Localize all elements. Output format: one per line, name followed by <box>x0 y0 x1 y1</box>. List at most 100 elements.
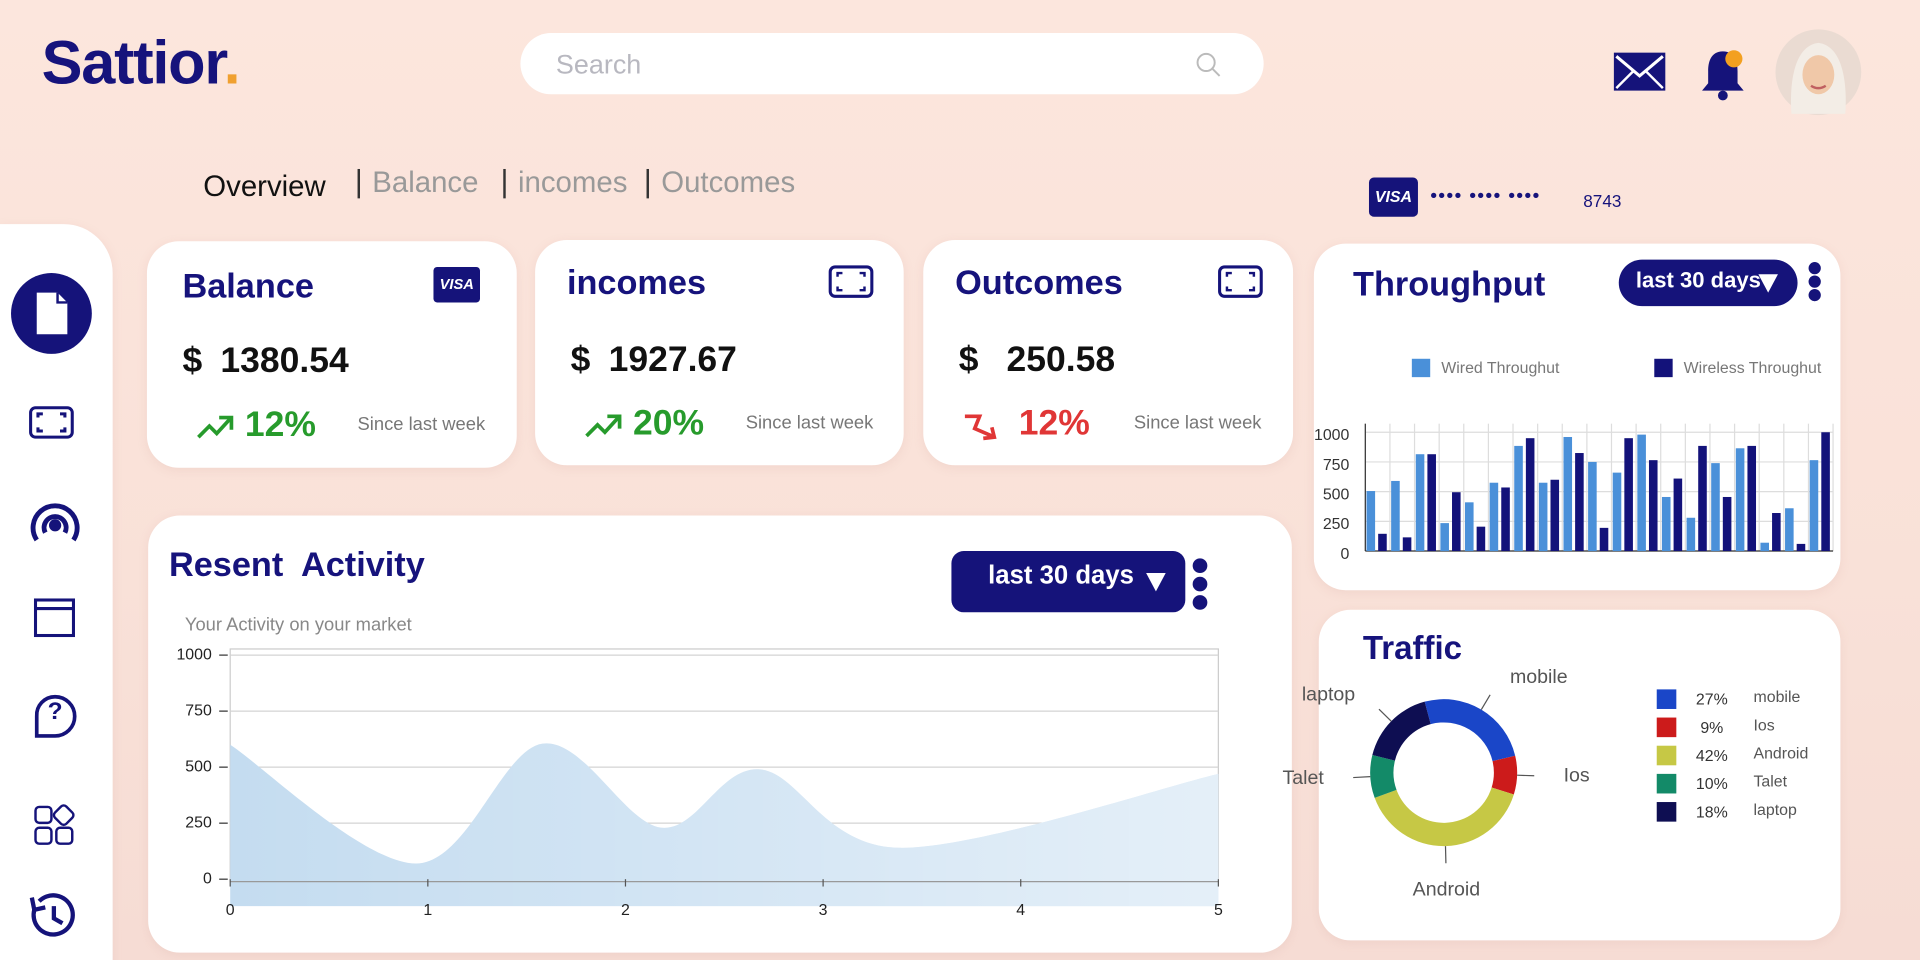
legend-swatch <box>1656 717 1677 738</box>
bar <box>1563 436 1573 552</box>
expand-icon[interactable] <box>828 264 875 298</box>
avatar[interactable] <box>1774 28 1862 116</box>
slice-label: mobile <box>1510 666 1568 688</box>
nav-cards[interactable] <box>29 406 74 439</box>
donut-segment <box>1374 787 1514 847</box>
menu-dot[interactable] <box>1192 595 1208 610</box>
card-last4: 8743 <box>1583 191 1622 211</box>
legend-value: 42% <box>1696 748 1728 765</box>
menu-dot[interactable] <box>1808 288 1821 302</box>
x-tick-label: 3 <box>819 902 828 919</box>
y-tick-label: 750 <box>185 702 212 719</box>
bar <box>1476 526 1486 552</box>
x-tick-label: 2 <box>621 902 630 919</box>
trend-up-icon <box>585 414 622 438</box>
mail-icon[interactable] <box>1611 49 1667 96</box>
menu-dot[interactable] <box>1808 262 1821 275</box>
visa-badge: VISA <box>1368 177 1418 217</box>
bar <box>1624 438 1633 552</box>
area-sheen <box>230 743 1219 907</box>
x-tick-label: 4 <box>1016 902 1025 919</box>
y-tick-label: 250 <box>185 814 212 831</box>
brand-dot: . <box>223 28 241 97</box>
bar <box>1648 460 1658 552</box>
y-tick-label: 0 <box>203 870 212 887</box>
bar <box>1501 487 1510 552</box>
chart-subtitle: Your Activity on your market <box>185 614 412 635</box>
bar <box>1661 496 1671 552</box>
stat-card: Outcomes $250.58 12% Since last week <box>923 240 1294 466</box>
donut-segment <box>1424 699 1516 762</box>
stat-note: Since last week <box>357 413 486 435</box>
tab[interactable]: Balance <box>372 166 479 200</box>
traffic-card <box>1318 609 1841 941</box>
stat-card: Balance VISA $1380.54 12% Since last week <box>146 241 517 468</box>
legend-swatch <box>1654 358 1673 378</box>
bar <box>1772 513 1781 552</box>
bar <box>1809 460 1819 552</box>
legend-label: Talet <box>1753 774 1787 791</box>
bar <box>1711 463 1720 552</box>
nav-apps[interactable] <box>34 804 75 845</box>
chart-title: Traffic <box>1363 630 1462 667</box>
bar <box>1821 432 1830 552</box>
bar <box>1796 543 1806 552</box>
legend-swatch <box>1656 745 1677 766</box>
dropdown[interactable] <box>951 551 1186 613</box>
trend-down-icon <box>964 414 997 441</box>
y-tick-label: 250 <box>1323 516 1350 533</box>
bar <box>1465 502 1474 552</box>
leader-line <box>1353 776 1371 779</box>
nav-history[interactable] <box>29 893 75 937</box>
tab[interactable]: incomes <box>517 166 628 200</box>
leader-line <box>1378 708 1392 722</box>
tab[interactable]: Outcomes <box>661 166 796 200</box>
menu-dot[interactable] <box>1192 558 1208 574</box>
nav-documents[interactable] <box>11 273 92 354</box>
tab[interactable]: Overview <box>203 170 326 204</box>
donut-segment <box>1370 755 1397 798</box>
legend-label: mobile <box>1753 689 1800 706</box>
tab-separator <box>357 168 360 199</box>
donut-segment <box>1491 755 1518 795</box>
bar <box>1747 445 1757 552</box>
y-tick-label: 750 <box>1323 457 1350 474</box>
legend-value: 18% <box>1696 804 1728 821</box>
menu-dot[interactable] <box>1808 275 1821 288</box>
bar <box>1391 480 1400 552</box>
stat-amount: 250.58 <box>1006 340 1116 380</box>
menu-dot[interactable] <box>1192 576 1208 592</box>
bar <box>1637 434 1646 552</box>
legend-value: 10% <box>1696 776 1728 793</box>
search-icon[interactable] <box>1195 51 1222 78</box>
bar <box>1415 454 1425 552</box>
dropdown-arrow <box>1146 573 1166 592</box>
search-box[interactable]: Search <box>520 33 1264 95</box>
bell-icon[interactable] <box>1697 47 1751 103</box>
expand-icon[interactable] <box>1217 264 1264 298</box>
stat-amount: 1927.67 <box>608 340 737 380</box>
search-placeholder: Search <box>555 48 642 80</box>
bar <box>1489 482 1499 552</box>
stat-change: 12% <box>1018 404 1090 444</box>
bar <box>1427 454 1436 552</box>
leader-line <box>1517 774 1535 777</box>
stat-note: Since last week <box>1133 412 1262 434</box>
card-mask: •••• •••• •••• <box>1430 186 1541 207</box>
sidebar-icons: ? <box>11 273 92 937</box>
nav-window[interactable] <box>33 598 76 638</box>
y-tick-label: 500 <box>185 758 212 775</box>
dropdown[interactable] <box>1618 259 1798 307</box>
y-tick-label: 500 <box>1323 487 1350 504</box>
nav-help[interactable]: ? <box>34 694 77 738</box>
bar <box>1686 517 1696 552</box>
legend-swatch <box>1411 358 1431 378</box>
stat-title: Outcomes <box>955 263 1123 302</box>
nav-signal[interactable] <box>30 503 80 542</box>
svg-text:?: ? <box>48 698 63 725</box>
stat-currency: $ <box>570 340 591 380</box>
legend-label: laptop <box>1753 802 1796 819</box>
bar <box>1785 508 1794 552</box>
stat-change: 20% <box>633 404 705 444</box>
